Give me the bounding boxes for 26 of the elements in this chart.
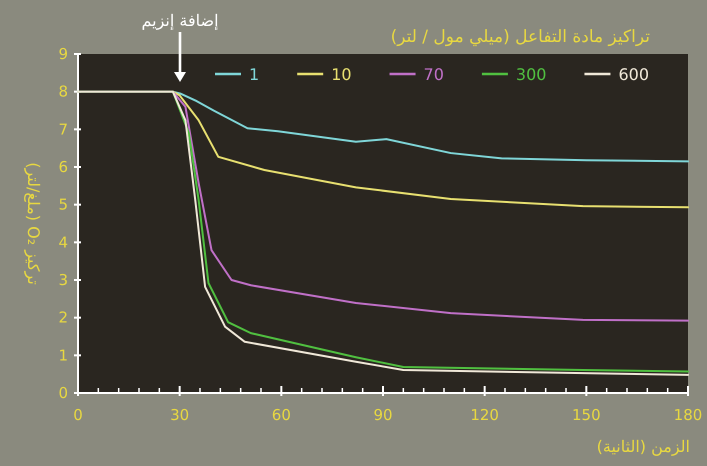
legend-label: 1 bbox=[249, 65, 260, 84]
x-tick-label: 30 bbox=[170, 406, 190, 424]
x-tick-label: 0 bbox=[73, 406, 83, 424]
y-tick-label: 0 bbox=[58, 384, 68, 402]
y-axis-title: تركيز O₂ (ملغ/لتر) bbox=[24, 162, 43, 285]
legend-title: تراكيز مادة التفاعل (ميلي مول / لتر) bbox=[390, 27, 650, 47]
y-tick-label: 6 bbox=[58, 158, 68, 176]
x-tick-label: 150 bbox=[572, 406, 601, 424]
legend-label: 10 bbox=[331, 65, 352, 84]
y-tick-label: 9 bbox=[58, 45, 68, 63]
x-tick-label: 180 bbox=[674, 406, 702, 424]
text: إضافة إنزيم bbox=[141, 11, 219, 30]
y-tick-label: 7 bbox=[58, 120, 68, 138]
y-tick-label: 8 bbox=[58, 82, 68, 101]
legend-label: 600 bbox=[618, 65, 649, 84]
x-axis-title: الزمن (الثانية) bbox=[596, 437, 690, 456]
y-tick-label: 3 bbox=[58, 271, 68, 289]
x-tick-label: 60 bbox=[272, 406, 291, 424]
x-tick-label: 120 bbox=[470, 406, 499, 424]
y-tick-label: 1 bbox=[58, 346, 68, 364]
y-tick-label: 5 bbox=[58, 196, 68, 214]
y-tick-label: 4 bbox=[58, 233, 68, 252]
legend-label: 70 bbox=[424, 65, 444, 84]
legend-label: 300 bbox=[516, 65, 546, 84]
y-tick-label: 2 bbox=[58, 308, 68, 327]
x-tick-label: 90 bbox=[373, 406, 393, 424]
